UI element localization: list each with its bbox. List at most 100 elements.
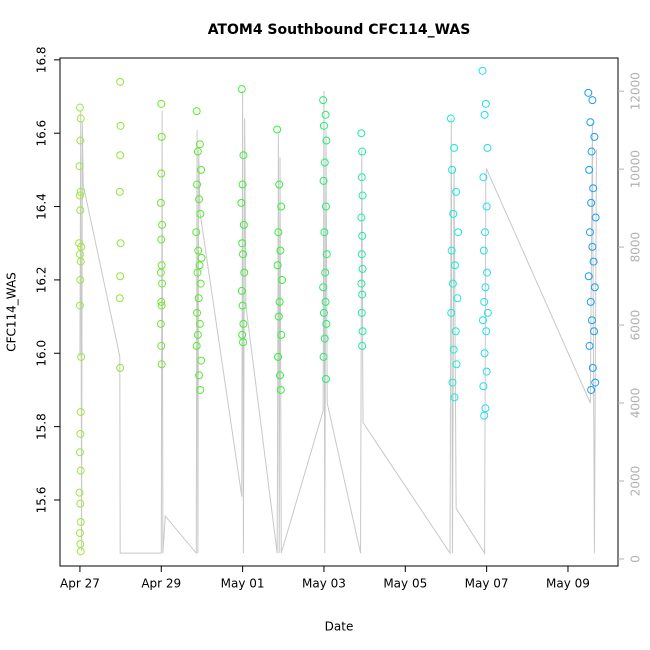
data-point — [193, 268, 202, 277]
data-point — [194, 246, 203, 255]
data-point — [76, 187, 85, 196]
data-point — [192, 107, 201, 116]
data-point — [76, 499, 85, 508]
data-point — [585, 341, 594, 350]
data-point — [116, 239, 125, 248]
data-point — [319, 96, 328, 105]
data-point — [239, 220, 248, 229]
data-point — [116, 272, 125, 281]
data-point — [481, 228, 490, 237]
data-point — [76, 547, 85, 556]
data-point — [585, 228, 594, 237]
y2-tick-label: 0 — [629, 555, 643, 563]
data-point — [357, 173, 366, 182]
data-point — [448, 165, 457, 174]
data-point — [588, 242, 597, 251]
data-point — [193, 180, 202, 189]
data-point — [357, 250, 366, 259]
data-point — [450, 261, 459, 270]
data-point — [590, 283, 599, 292]
data-point — [585, 165, 594, 174]
data-point — [195, 261, 204, 270]
data-point — [116, 151, 125, 160]
chart-title: ATOM4 Southbound CFC114_WAS — [208, 22, 471, 38]
data-point — [277, 202, 286, 211]
data-point — [240, 268, 249, 277]
data-point — [591, 213, 600, 222]
data-point — [193, 308, 202, 317]
data-point — [447, 308, 456, 317]
data-point — [322, 136, 331, 145]
y-tick-label: 15.8 — [35, 413, 49, 440]
x-tick-label: May 05 — [383, 577, 427, 591]
data-point — [587, 198, 596, 207]
altitude-line — [79, 91, 597, 555]
data-point — [75, 191, 84, 200]
data-point — [450, 143, 459, 152]
data-point — [157, 301, 166, 310]
data-point — [238, 239, 247, 248]
data-point — [482, 327, 491, 336]
data-point — [275, 297, 284, 306]
data-point — [195, 140, 204, 149]
data-point — [321, 297, 330, 306]
data-point — [358, 191, 367, 200]
y2-tick-label: 10000 — [629, 150, 643, 188]
data-point — [196, 209, 205, 218]
data-point — [116, 77, 125, 86]
data-point — [192, 341, 201, 350]
y2-tick-label: 12000 — [629, 72, 643, 110]
data-point — [76, 517, 85, 526]
y-tick-label: 16.4 — [35, 193, 49, 220]
data-point — [239, 250, 248, 259]
x-axis-label: Date — [325, 620, 354, 634]
data-point — [358, 231, 367, 240]
data-point — [590, 327, 599, 336]
data-point — [357, 213, 366, 222]
data-point — [320, 228, 329, 237]
data-point — [193, 330, 202, 339]
data-point — [319, 283, 328, 292]
data-point — [591, 378, 600, 387]
data-point — [587, 147, 596, 156]
data-point — [480, 411, 489, 420]
data-point — [195, 319, 204, 328]
data-point — [586, 118, 595, 127]
data-point — [116, 121, 125, 130]
x-tick-label: May 09 — [546, 577, 590, 591]
data-point — [448, 279, 457, 288]
data-point — [480, 297, 489, 306]
data-point — [115, 294, 124, 303]
x-tick-label: May 01 — [221, 577, 265, 591]
data-point — [478, 316, 487, 325]
data-point — [116, 363, 125, 372]
data-point — [76, 275, 85, 284]
data-point — [238, 180, 247, 189]
data-point — [321, 110, 330, 119]
y2-tick-label: 6000 — [629, 310, 643, 341]
data-point — [480, 110, 489, 119]
data-point — [482, 367, 491, 376]
data-point — [273, 125, 282, 134]
data-point — [76, 206, 85, 215]
data-point — [77, 352, 86, 361]
data-point — [239, 338, 248, 347]
y-tick-label: 16.2 — [35, 267, 49, 294]
data-point — [274, 312, 283, 321]
data-point — [589, 257, 598, 266]
data-point — [278, 275, 287, 284]
data-point — [197, 356, 206, 365]
data-point — [197, 165, 206, 174]
data-point — [320, 158, 329, 167]
data-point — [157, 360, 166, 369]
data-point — [276, 246, 285, 255]
data-point — [322, 319, 331, 328]
data-point — [479, 246, 488, 255]
data-point — [358, 147, 367, 156]
data-point — [193, 147, 202, 156]
data-point — [319, 176, 328, 185]
data-point — [75, 162, 84, 171]
data-point — [454, 228, 463, 237]
data-point — [157, 297, 166, 306]
